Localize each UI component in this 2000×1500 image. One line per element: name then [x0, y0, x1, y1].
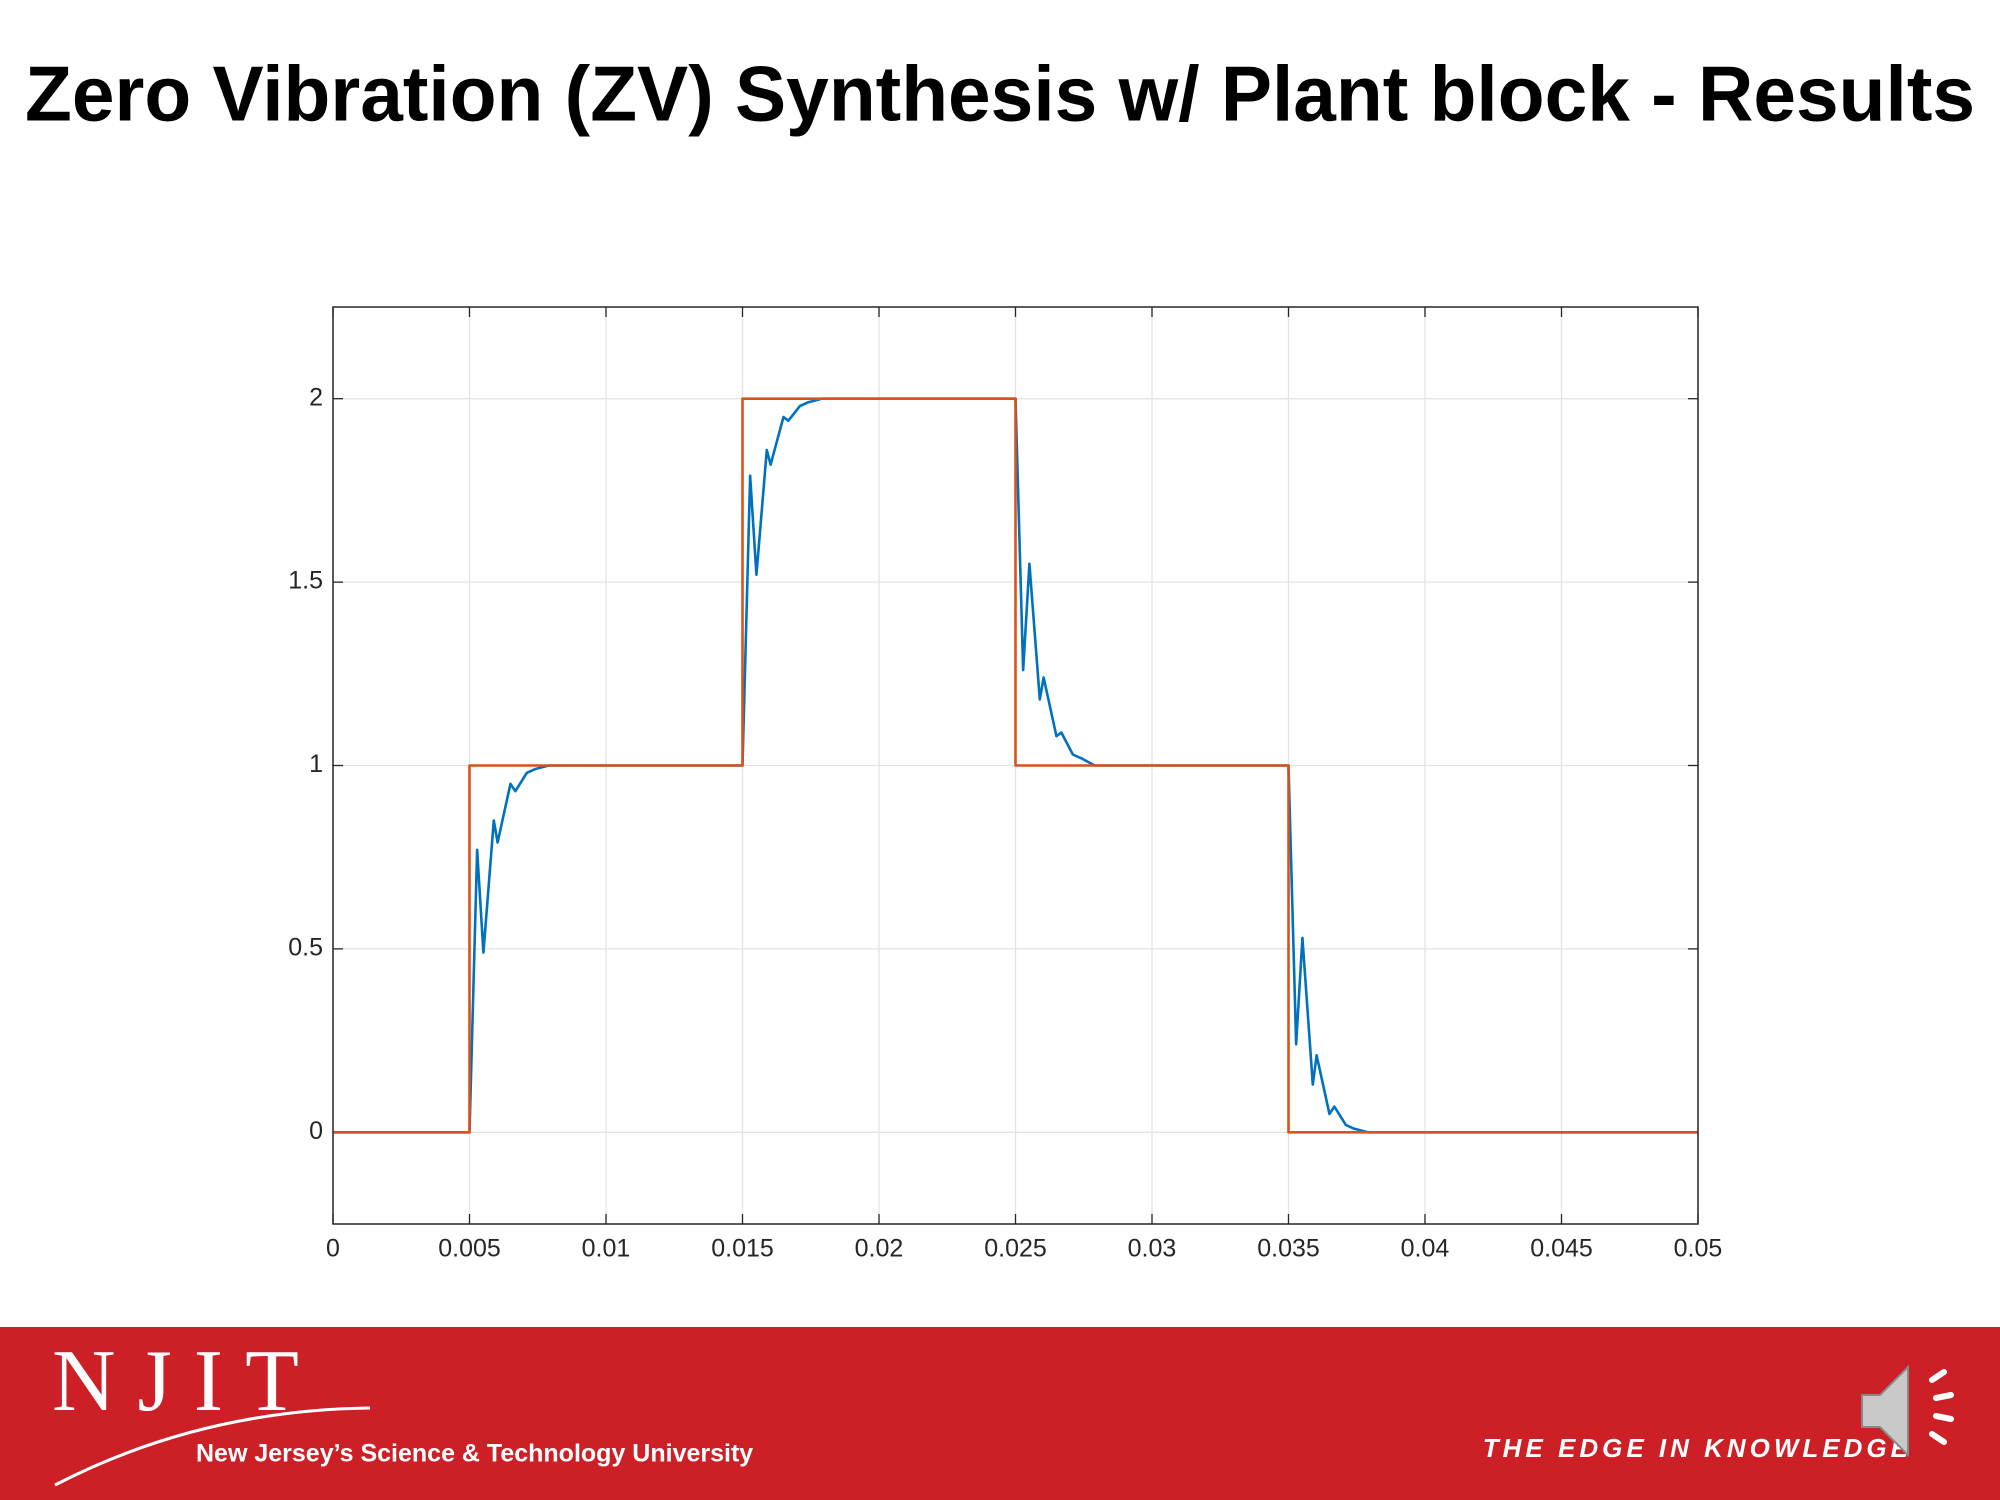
x-tick-label: 0.02: [855, 1235, 904, 1263]
slide-title: Zero Vibration (ZV) Synthesis w/ Plant b…: [25, 50, 1975, 138]
x-tick-label: 0.04: [1401, 1235, 1450, 1263]
y-tick-label: 0.5: [288, 934, 323, 962]
y-tick-label: 1: [309, 750, 323, 778]
y-tick-label: 2: [309, 383, 323, 411]
logo-swoosh: [54, 1406, 371, 1487]
x-tick-label: 0.025: [984, 1235, 1047, 1263]
footer-slogan: THE EDGE IN KNOWLEDGE: [1483, 1433, 1912, 1463]
x-tick-label: 0.035: [1257, 1235, 1320, 1263]
x-tick-label: 0.05: [1674, 1235, 1723, 1263]
y-tick-label: 1.5: [288, 567, 323, 595]
footer-band: [0, 1327, 2000, 1500]
series-line: [333, 397, 1698, 1134]
x-tick-label: 0.01: [582, 1235, 631, 1263]
plot: 0 0.005 0.01 0.015 0.02 0.025 0.03 0.035 0.04 0.0…: [288, 306, 1723, 1263]
axes-box: [332, 306, 1699, 1225]
x-tick-label: 0.005: [438, 1235, 501, 1263]
footer-logo: NJIT: [52, 1333, 321, 1430]
speaker-icon[interactable]: [1861, 1364, 1954, 1458]
footer-tagline: New Jersey’s Science & Technology Univer…: [196, 1440, 753, 1468]
x-tick-label: 0.015: [711, 1235, 774, 1263]
x-tick-label: 0.03: [1128, 1235, 1177, 1263]
x-tick-label: 0.045: [1530, 1235, 1593, 1263]
y-tick-label: 0: [309, 1117, 323, 1145]
x-tick-label: 0: [326, 1235, 340, 1263]
